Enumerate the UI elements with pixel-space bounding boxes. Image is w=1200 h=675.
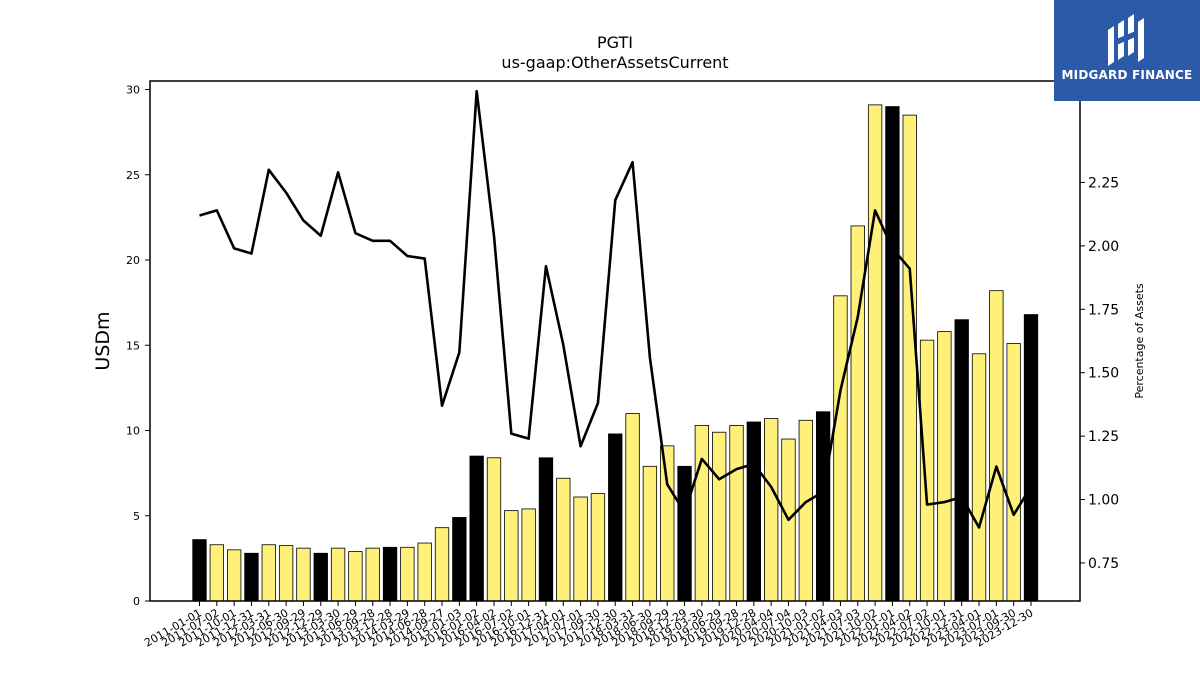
y2-tick-label: 1.50 — [1088, 366, 1119, 382]
bar-2023-12-30 — [1023, 314, 1039, 602]
y2-tick-label: 1.00 — [1088, 493, 1119, 509]
bar-2017-12-30 — [608, 433, 623, 602]
bars-group — [192, 104, 1039, 602]
y-axis-label: USDm — [92, 311, 114, 370]
bar-2017-04-01 — [556, 477, 571, 602]
midgard-logo-icon — [1108, 14, 1144, 66]
bar-2014-03-29 — [400, 546, 415, 602]
bar-2018-12-29 — [677, 465, 692, 602]
bar-2011-07-02 — [209, 544, 224, 602]
chart-title: PGTI — [597, 33, 633, 52]
y2-tick-label: 2.00 — [1088, 239, 1119, 255]
bar-2016-01-02 — [469, 455, 484, 602]
bar-2023-09-30 — [1006, 343, 1021, 602]
y-tick-label: 25 — [126, 169, 140, 182]
y2-tick-label: 1.75 — [1088, 302, 1119, 318]
y-tick-label: 15 — [126, 339, 140, 352]
bar-2019-12-28 — [746, 421, 761, 602]
bar-2022-07-02 — [919, 339, 935, 602]
x-axis: 2011-01-012011-07-022011-10-012011-12-31… — [142, 601, 1036, 650]
bar-2019-03-30 — [694, 424, 710, 602]
bar-2022-01-01 — [885, 106, 900, 602]
y-tick-label: 5 — [133, 510, 140, 523]
line-group — [199, 89, 1033, 529]
bar-2016-04-02 — [486, 457, 502, 602]
bar-2016-10-01 — [521, 508, 536, 602]
bar-2012-03-31 — [261, 544, 276, 602]
bar-2014-09-27 — [434, 527, 450, 602]
y-tick-label: 20 — [126, 254, 140, 267]
bar-2013-06-29 — [348, 551, 363, 602]
y2-axis: 0.75 1.00 1.25 1.50 1.75 2.00 2.25 — [1080, 175, 1119, 572]
bar-2023-07-01 — [989, 290, 1004, 602]
bar-2023-04-01 — [971, 353, 987, 602]
bar-2019-09-28 — [729, 424, 744, 602]
bar-2015-01-03 — [452, 517, 467, 602]
bar-2016-12-31 — [538, 457, 554, 602]
bar-2021-04-03 — [833, 295, 848, 602]
y2-axis-label: Percentage of Assets — [1133, 283, 1146, 399]
bar-2013-12-28 — [382, 546, 398, 602]
bar-2020-10-03 — [798, 419, 813, 602]
bar-2014-06-28 — [417, 542, 432, 602]
logo-text: MIDGARD FINANCE — [1061, 68, 1193, 82]
midgard-finance-logo: MIDGARD FINANCE — [1054, 0, 1200, 101]
bar-2012-06-30 — [278, 545, 294, 602]
bar-2017-09-30 — [590, 493, 606, 602]
bar-2022-12-31 — [954, 319, 969, 602]
y2-tick-label: 1.25 — [1088, 429, 1119, 445]
bar-2019-06-29 — [712, 431, 727, 602]
bar-2022-10-01 — [937, 331, 952, 602]
bar-2012-09-29 — [296, 547, 311, 602]
bar-2018-09-29 — [660, 445, 675, 602]
bar-2011-12-31 — [244, 552, 259, 602]
bar-2013-09-28 — [365, 547, 380, 602]
chart-subtitle: us-gaap:OtherAssetsCurrent — [501, 53, 729, 72]
y2-tick-label: 0.75 — [1088, 556, 1119, 572]
y-tick-label: 30 — [126, 84, 140, 97]
percentage-line — [199, 89, 1033, 529]
bar-2016-07-02 — [504, 510, 519, 602]
y-tick-label: 0 — [133, 595, 140, 608]
bar-2017-07-01 — [573, 496, 588, 602]
bar-2011-01-01 — [192, 539, 207, 602]
bar-2021-10-02 — [867, 104, 883, 602]
bar-2020-04-04 — [764, 418, 779, 602]
bar-2012-12-29 — [313, 552, 328, 602]
bar-2022-04-02 — [902, 114, 917, 602]
bar-2013-03-30 — [330, 547, 346, 602]
bar-2021-01-02 — [815, 411, 831, 602]
y-axis: 0 5 10 15 20 25 30 — [126, 84, 150, 608]
y-tick-label: 10 — [126, 425, 140, 438]
bar-2018-03-31 — [625, 413, 640, 602]
y2-tick-label: 2.25 — [1088, 175, 1119, 191]
bar-2018-06-30 — [642, 465, 658, 602]
bar-2011-10-01 — [226, 549, 242, 602]
